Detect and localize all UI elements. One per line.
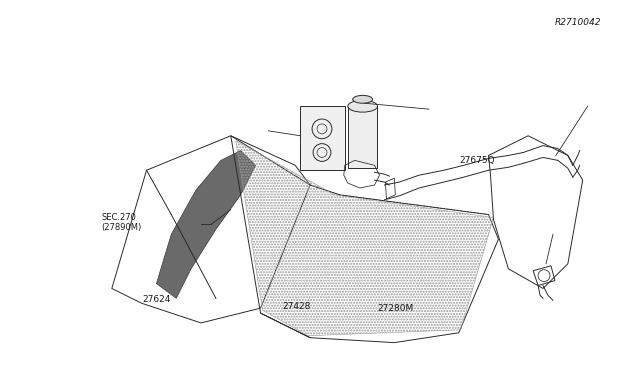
Polygon shape bbox=[156, 151, 255, 298]
Text: R2710042: R2710042 bbox=[555, 19, 601, 28]
Ellipse shape bbox=[353, 95, 372, 103]
Polygon shape bbox=[348, 106, 378, 168]
Ellipse shape bbox=[348, 100, 378, 112]
Text: 27675Q: 27675Q bbox=[460, 156, 495, 165]
Text: 27624: 27624 bbox=[143, 295, 171, 304]
Text: SEC.270
(27890M): SEC.270 (27890M) bbox=[101, 213, 141, 232]
Text: 27280M: 27280M bbox=[377, 304, 413, 313]
Polygon shape bbox=[300, 106, 345, 170]
Text: 27428: 27428 bbox=[282, 302, 310, 311]
